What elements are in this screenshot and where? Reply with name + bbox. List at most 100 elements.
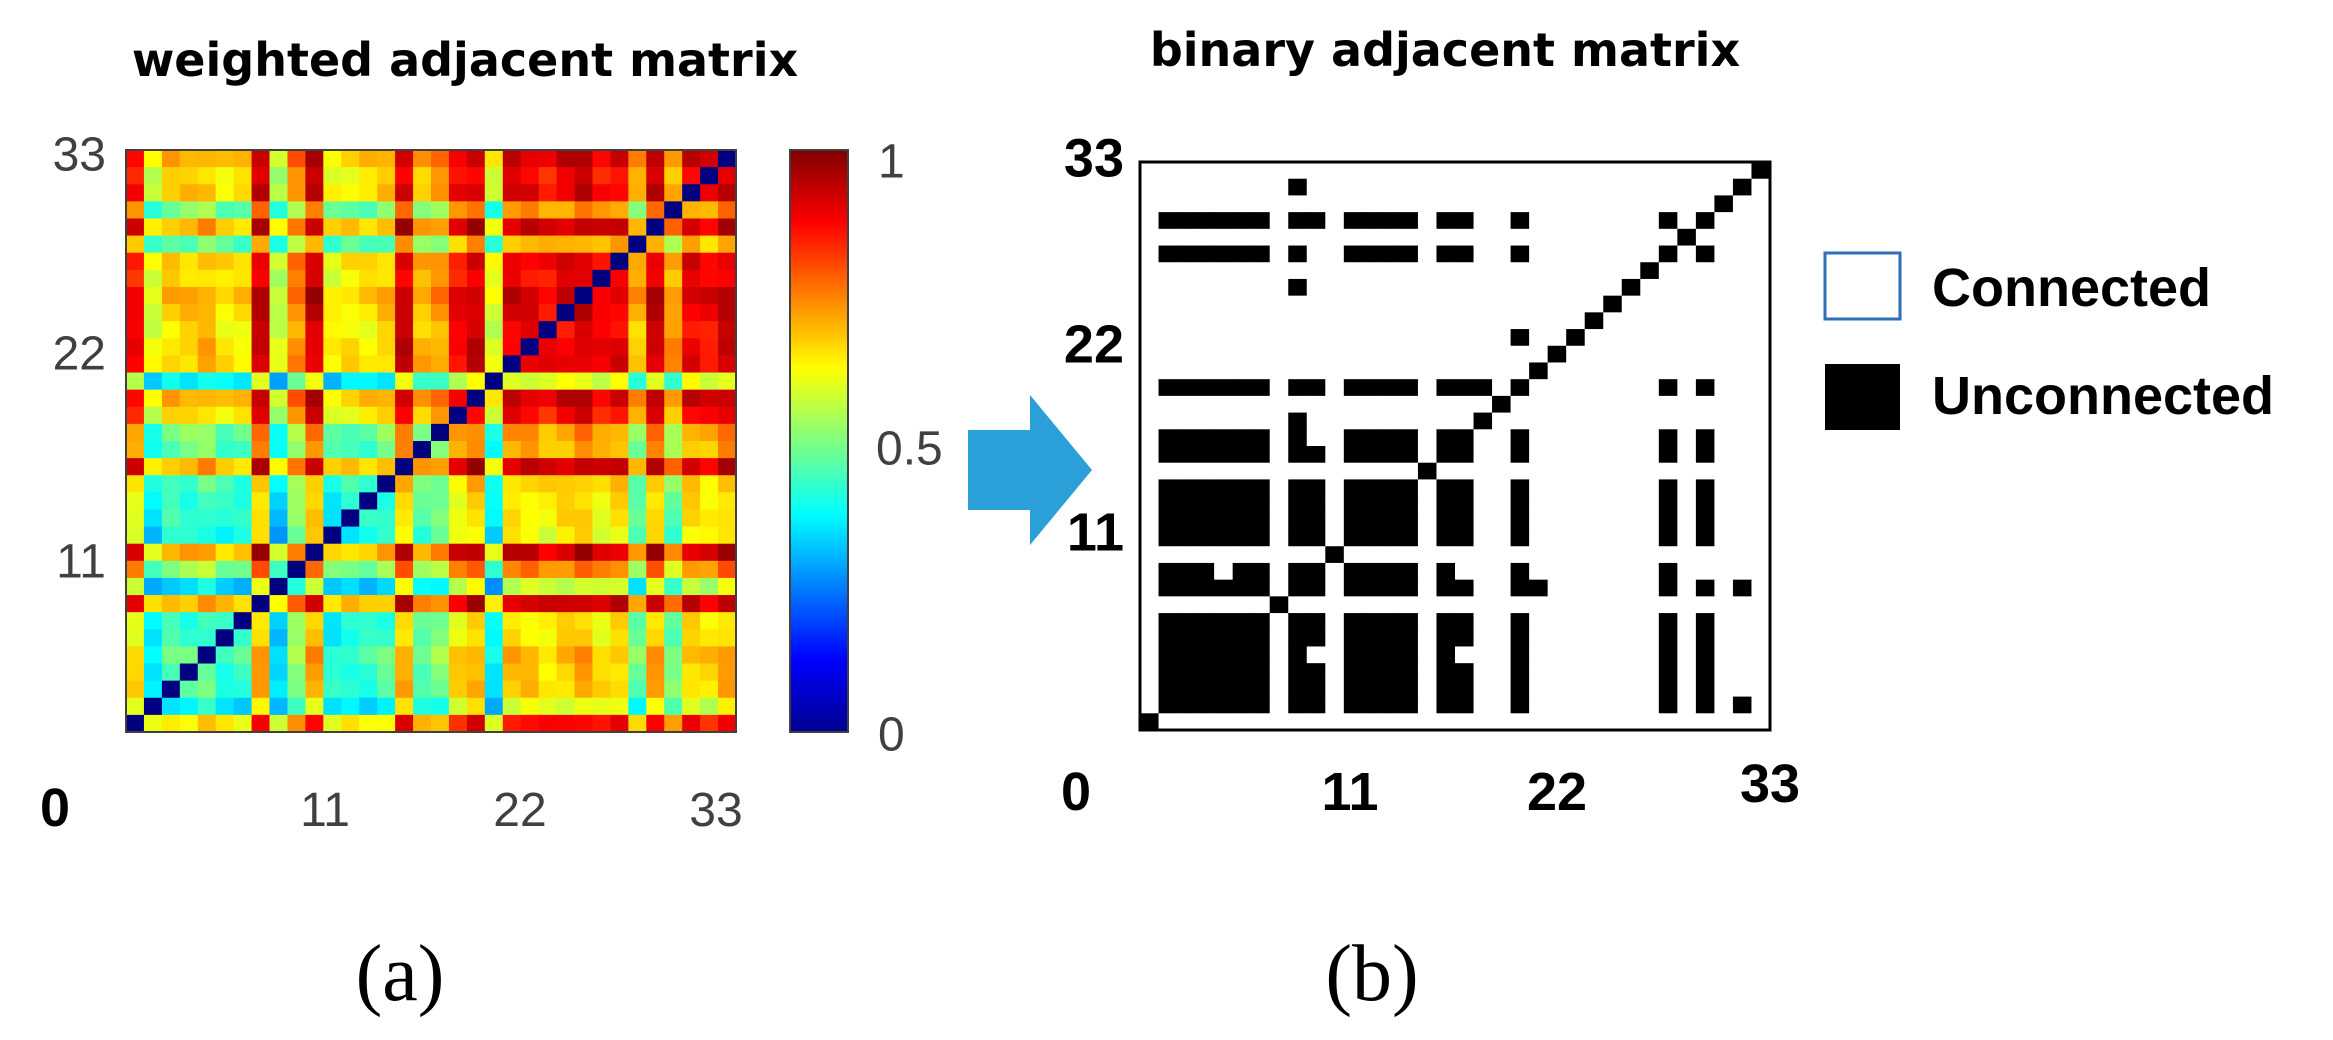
weighted-cell <box>448 492 468 511</box>
weighted-cell <box>610 321 629 339</box>
binary-cell <box>1566 395 1586 414</box>
binary-cell <box>1417 713 1438 731</box>
weighted-cell <box>448 269 468 288</box>
weighted-cell <box>413 612 432 630</box>
weighted-cell <box>377 150 396 168</box>
binary-cell <box>1380 529 1401 547</box>
weighted-cell <box>682 441 701 459</box>
weighted-cell <box>413 304 432 322</box>
weighted-cell <box>628 441 647 459</box>
binary-cell <box>1417 345 1438 364</box>
binary-cell <box>1177 496 1197 514</box>
binary-cell <box>1658 345 1678 364</box>
weighted-cell <box>538 560 558 579</box>
weighted-cell <box>161 338 181 357</box>
binary-cell <box>1473 546 1493 564</box>
weighted-cell <box>610 697 629 716</box>
weighted-cell <box>484 441 504 459</box>
weighted-cell <box>233 526 253 545</box>
binary-cell <box>1640 629 1660 648</box>
binary-cell <box>1473 646 1493 664</box>
binary-cell <box>1455 446 1475 464</box>
binary-cell <box>1158 212 1178 230</box>
binary-cell <box>1269 696 1289 714</box>
weighted-cell <box>664 646 683 665</box>
binary-cell <box>1640 329 1660 347</box>
weighted-cell <box>197 150 217 168</box>
binary-cell <box>1288 195 1308 213</box>
binary-cell <box>1325 696 1345 714</box>
weighted-cell <box>341 184 360 202</box>
binary-cell <box>1343 345 1363 364</box>
binary-cell <box>1436 446 1456 464</box>
binary-cell <box>1195 462 1215 481</box>
weighted-cell <box>126 286 145 305</box>
weighted-cell <box>502 680 522 699</box>
binary-cell <box>1362 512 1382 531</box>
binary-cell <box>1640 195 1660 213</box>
binary-cell <box>1677 579 1697 597</box>
weighted-cell <box>179 458 199 476</box>
weighted-cell <box>377 646 396 665</box>
binary-cell <box>1288 562 1308 581</box>
binary-cell <box>1547 312 1567 330</box>
weighted-cell <box>556 286 576 305</box>
weighted-cell <box>359 355 378 374</box>
weighted-cell <box>287 252 307 271</box>
binary-cell <box>1566 613 1586 631</box>
weighted-cell <box>718 441 737 459</box>
binary-cell <box>1603 262 1623 280</box>
binary-cell <box>1473 679 1493 698</box>
binary-cell <box>1473 663 1493 681</box>
binary-cell <box>1732 646 1753 664</box>
weighted-cell <box>538 458 558 476</box>
weighted-cell <box>646 663 665 682</box>
binary-cell <box>1751 278 1771 297</box>
binary-cell <box>1677 496 1697 514</box>
binary-cell <box>1343 278 1363 297</box>
weighted-cell <box>323 543 342 562</box>
binary-cell <box>1251 345 1271 364</box>
binary-cell <box>1603 345 1623 364</box>
weighted-cell <box>251 235 271 254</box>
weighted-cell <box>682 184 701 202</box>
weighted-cell <box>574 286 594 305</box>
binary-cell <box>1566 228 1586 247</box>
weighted-cell <box>484 321 504 339</box>
binary-cell <box>1658 162 1678 180</box>
binary-cell <box>1399 446 1419 464</box>
binary-cell <box>1343 663 1363 681</box>
weighted-cell <box>520 475 540 493</box>
weighted-cell <box>161 458 181 476</box>
weighted-cell <box>646 338 665 357</box>
weighted-cell <box>143 201 163 220</box>
binary-cell <box>1288 446 1308 464</box>
weighted-cell <box>269 423 289 442</box>
binary-cell <box>1325 562 1345 581</box>
binary-cell <box>1399 412 1419 430</box>
binary-cell <box>1325 479 1345 497</box>
weighted-cell <box>179 612 199 630</box>
weighted-cell <box>341 252 360 271</box>
binary-cell <box>1177 479 1197 497</box>
weighted-cell <box>431 526 450 545</box>
weighted-cell <box>520 663 540 682</box>
binary-cell <box>1436 295 1456 313</box>
binary-cell <box>1158 596 1178 614</box>
binary-cell <box>1158 646 1178 664</box>
binary-cell <box>1751 663 1771 681</box>
binary-cell <box>1695 613 1716 631</box>
weighted-cell <box>682 629 701 648</box>
weighted-cell <box>628 543 647 562</box>
weighted-cell <box>718 423 737 442</box>
binary-cell <box>1417 195 1438 213</box>
binary-cell <box>1677 295 1697 313</box>
binary-cell <box>1640 679 1660 698</box>
panel-b-caption: (b) <box>1325 930 1418 1018</box>
binary-cell <box>1306 162 1326 180</box>
binary-cell <box>1714 379 1734 397</box>
weighted-cell <box>431 577 450 596</box>
binary-cell <box>1158 429 1178 447</box>
weighted-cell <box>179 526 199 545</box>
